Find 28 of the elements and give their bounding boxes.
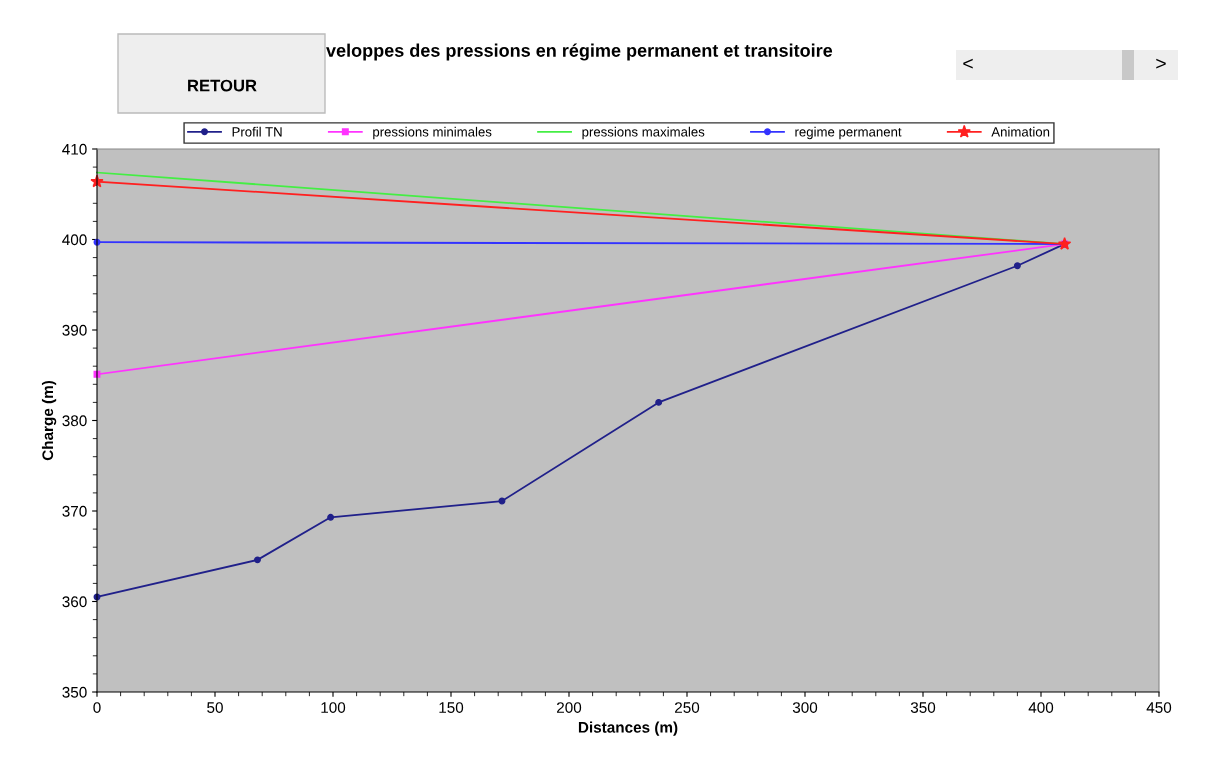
text: < xyxy=(963,58,973,69)
y-tick-label: 350 xyxy=(62,686,87,698)
y-tick-label: 370 xyxy=(62,505,87,517)
legend-label: pressions minimales xyxy=(373,126,492,140)
x-tick-label: 300 xyxy=(792,702,818,713)
y-tick-label: 400 xyxy=(62,234,87,246)
x-tick-label: 150 xyxy=(439,702,464,713)
x-tick-label: 250 xyxy=(675,702,700,713)
x-tick-label: 0 xyxy=(93,702,101,713)
y-tick-label: 380 xyxy=(62,415,87,427)
text: RETOUR xyxy=(188,79,257,92)
x-tick-label: 100 xyxy=(321,702,346,713)
x-tick-label: 350 xyxy=(910,702,936,713)
x-axis-title: Distances (m) xyxy=(578,721,678,736)
legend-label: Animation xyxy=(991,126,1050,137)
y-axis-title: Charge (m) xyxy=(41,380,57,461)
y-tick-label: 410 xyxy=(62,143,87,155)
legend-label: Profil TN xyxy=(232,126,282,137)
legend-label: regime permanent xyxy=(795,126,902,140)
y-tick-label: 390 xyxy=(62,324,87,336)
x-tick-label: 200 xyxy=(557,702,582,713)
legend-label: pressions maximales xyxy=(582,126,705,140)
text: > xyxy=(1156,58,1166,69)
chart-title: veloppes des pressions en régime permanent et transitoire xyxy=(326,43,833,61)
x-tick-label: 50 xyxy=(207,702,223,713)
x-tick-label: 400 xyxy=(1028,702,1054,713)
y-tick-label: 360 xyxy=(62,596,87,608)
x-tick-label: 450 xyxy=(1146,702,1172,713)
